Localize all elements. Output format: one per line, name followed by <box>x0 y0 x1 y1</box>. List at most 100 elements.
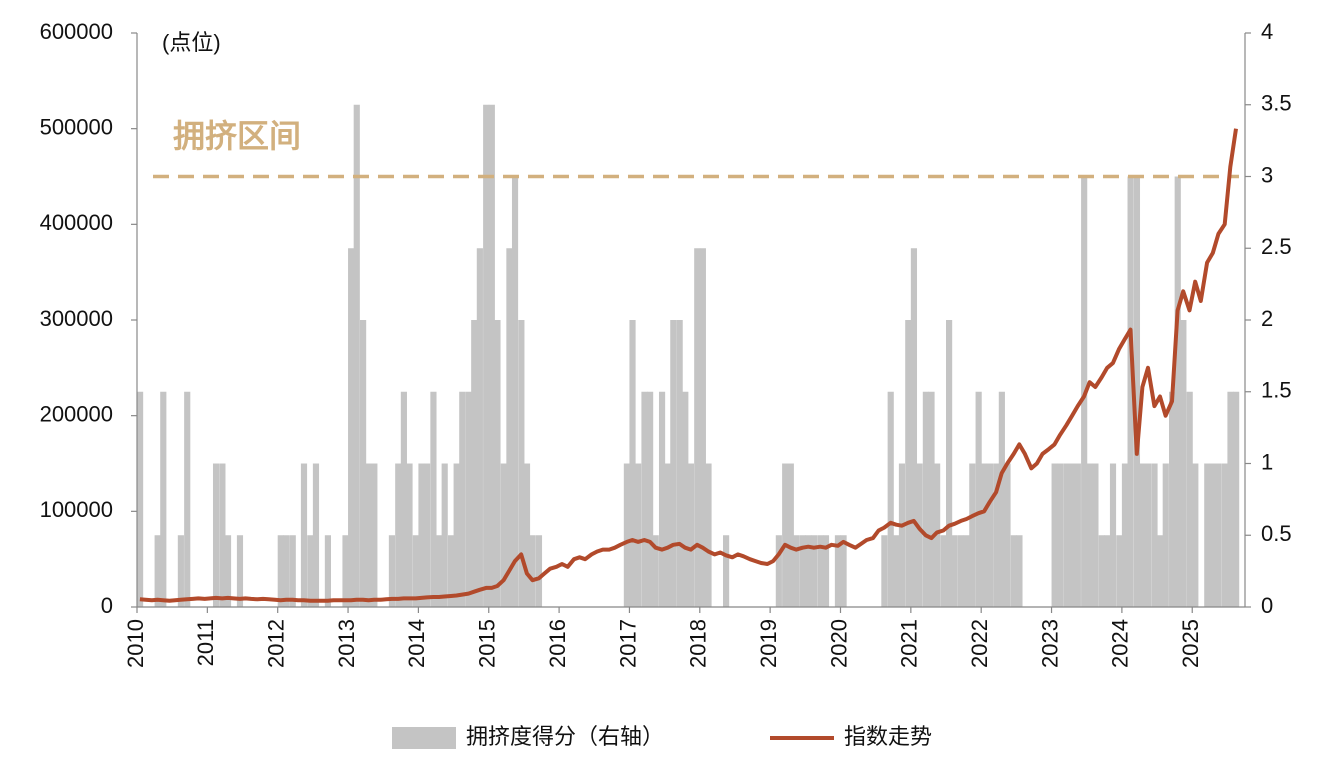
bar <box>998 391 1005 607</box>
bar <box>406 463 413 607</box>
bar <box>1204 463 1211 607</box>
bar <box>910 248 918 607</box>
bar <box>993 463 1000 607</box>
bar <box>283 535 290 607</box>
y2-tick-label: 0 <box>1261 593 1273 618</box>
bar <box>471 320 478 607</box>
bar <box>506 248 513 607</box>
bar <box>1180 320 1187 607</box>
x-tick-label: 2022 <box>967 619 992 668</box>
bar <box>817 535 824 607</box>
bar <box>289 535 296 607</box>
bar <box>500 463 507 607</box>
bar <box>881 535 888 607</box>
bar <box>465 391 472 607</box>
bar <box>676 320 683 607</box>
bar <box>1109 463 1117 607</box>
bar <box>184 391 191 607</box>
y-tick-label: 0 <box>101 593 113 618</box>
bar <box>916 463 923 607</box>
x-tick-label: 2017 <box>615 619 640 668</box>
bar <box>1133 176 1141 607</box>
bar <box>1174 176 1181 607</box>
bar <box>922 391 929 607</box>
bar <box>647 391 654 607</box>
bar <box>664 463 671 607</box>
bar <box>212 463 220 607</box>
bar <box>348 248 355 607</box>
bar <box>1069 463 1076 607</box>
bar <box>137 391 144 607</box>
y-tick-label: 400000 <box>40 210 113 235</box>
bar <box>300 463 308 607</box>
bar <box>1098 535 1105 607</box>
bar <box>641 391 648 607</box>
y2-tick-label: 3.5 <box>1261 91 1292 116</box>
y-tick-label: 300000 <box>40 306 113 331</box>
bar <box>1215 463 1222 607</box>
bar <box>1227 391 1234 607</box>
bar <box>951 535 958 607</box>
bar <box>447 535 455 607</box>
bar <box>905 320 912 607</box>
bar <box>623 463 630 607</box>
bar <box>1057 463 1064 607</box>
bar <box>324 535 332 607</box>
bar <box>1004 463 1011 607</box>
x-tick-label: 2010 <box>123 619 148 668</box>
y-tick-label: 100000 <box>40 497 113 522</box>
bar <box>1121 463 1129 607</box>
bar <box>529 535 536 607</box>
bar <box>775 535 782 607</box>
x-tick-label: 2012 <box>264 619 289 668</box>
bar <box>535 535 543 607</box>
x-tick-label: 2025 <box>1178 619 1203 668</box>
bar <box>1209 463 1216 607</box>
bar <box>963 535 970 607</box>
bar <box>934 463 941 607</box>
bar <box>476 248 483 607</box>
y2-tick-label: 1 <box>1261 449 1273 474</box>
y2-tick-label: 2 <box>1261 306 1273 331</box>
bar <box>887 391 894 607</box>
bar <box>1157 535 1164 607</box>
bar <box>723 535 730 607</box>
bar <box>1192 463 1199 607</box>
bar <box>342 535 349 607</box>
bar <box>483 104 490 607</box>
bar <box>388 535 396 607</box>
bar <box>699 248 706 607</box>
y-tick-label: 500000 <box>40 114 113 139</box>
bar <box>799 535 806 607</box>
bar <box>360 320 367 607</box>
bar <box>177 535 184 607</box>
y2-tick-label: 0.5 <box>1261 521 1292 546</box>
x-tick-label: 2019 <box>756 619 781 668</box>
bar <box>946 320 953 607</box>
bar <box>822 535 830 607</box>
index-line <box>139 128 1238 603</box>
bar <box>441 463 448 607</box>
bar <box>365 463 372 607</box>
y2-tick-label: 3 <box>1261 162 1273 187</box>
bar <box>430 391 437 607</box>
bar <box>1221 463 1228 607</box>
bar <box>1051 463 1058 607</box>
x-tick-label: 2024 <box>1108 619 1133 668</box>
bar <box>418 463 425 607</box>
legend-swatch <box>392 727 456 749</box>
bar <box>1169 391 1176 607</box>
bar <box>1104 535 1111 607</box>
bar <box>652 535 659 607</box>
bar <box>1186 391 1193 607</box>
bar <box>353 104 360 607</box>
bar <box>312 463 320 607</box>
x-tick-label: 2018 <box>686 619 711 668</box>
bar <box>511 176 519 607</box>
bar <box>1139 463 1146 607</box>
bar <box>1092 463 1099 607</box>
bar <box>518 320 525 607</box>
bar <box>1074 463 1081 607</box>
x-tick-label: 2023 <box>1037 619 1062 668</box>
bar <box>969 463 976 607</box>
